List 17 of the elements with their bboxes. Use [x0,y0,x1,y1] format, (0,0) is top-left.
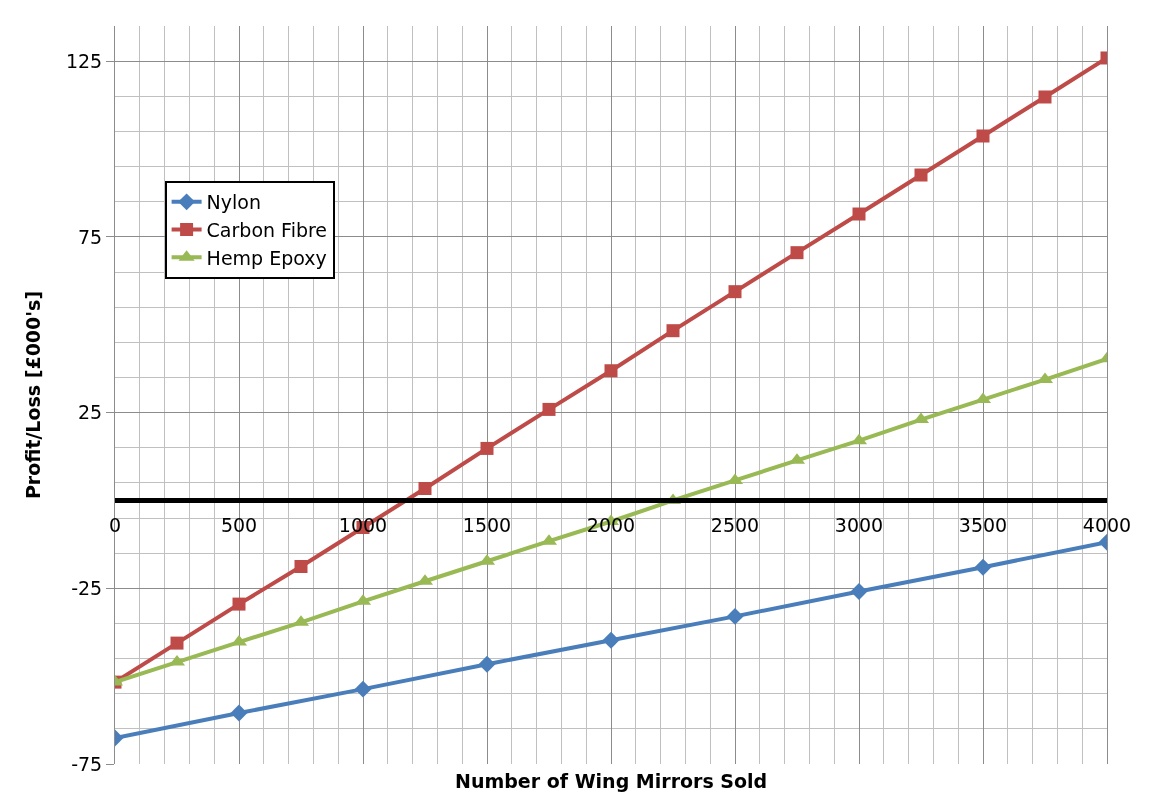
y-tick-label: 25 [78,401,103,424]
x-axis-title: Number of Wing Mirrors Sold [455,770,768,792]
x-tick-label: 0 [108,514,122,537]
x-tick-label: 3000 [834,514,884,537]
x-tick-label: 3500 [958,514,1008,537]
x-tick-label: 500 [220,514,258,537]
y-tick-label: 75 [78,225,103,248]
y-tick-label: 125 [65,49,103,72]
x-tick-label: 2500 [710,514,760,537]
y-tick-label: -75 [71,752,103,775]
y-tick-label: -25 [71,576,103,599]
legend-label: Nylon [206,191,262,214]
legend-label: Carbon Fibre [206,218,328,241]
x-tick-label: 4000 [1082,514,1132,537]
legend-label: Hemp Epoxy [206,246,327,269]
x-tick-label: 1500 [462,514,512,537]
y-axis-title: Profit/Loss [£000's] [21,290,44,500]
